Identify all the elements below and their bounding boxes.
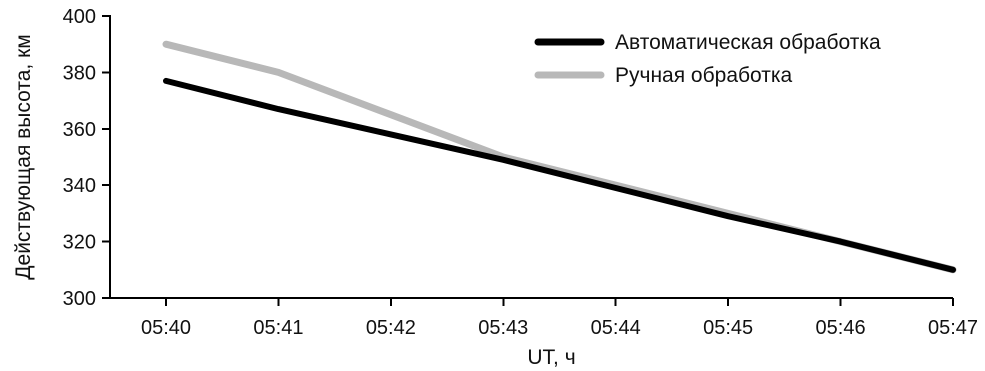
axes: 300 320 340 360 380 400 05:40 05:41 05:42 05:43 05… bbox=[12, 6, 978, 369]
y-axis-title: Действующая высота, км bbox=[12, 34, 35, 279]
y-tick-label: 320 bbox=[63, 232, 96, 254]
x-tick-label: 05:41 bbox=[253, 317, 303, 339]
x-tick-label: 05:46 bbox=[816, 317, 866, 339]
y-tick-label: 380 bbox=[63, 62, 96, 84]
x-tick-label: 05:47 bbox=[928, 317, 978, 339]
x-tick-label: 05:42 bbox=[366, 317, 416, 339]
x-tick-label: 05:45 bbox=[703, 317, 753, 339]
legend: Автоматическая обработка Ручная обработка bbox=[534, 31, 881, 87]
y-tick-label: 300 bbox=[63, 288, 96, 310]
x-axis-title: UT, ч bbox=[527, 346, 575, 369]
y-tick-label: 400 bbox=[63, 6, 96, 28]
x-tick-label: 05:40 bbox=[141, 317, 191, 339]
plot-area bbox=[162, 40, 957, 274]
x-tick-label: 05:44 bbox=[591, 317, 641, 339]
y-tick-label: 340 bbox=[63, 175, 96, 197]
y-tick-label: 360 bbox=[63, 119, 96, 141]
x-tick-label: 05:43 bbox=[478, 317, 528, 339]
series-line-1 bbox=[163, 77, 956, 273]
legend-label-1: Автоматическая обработка bbox=[615, 31, 881, 54]
legend-label-2: Ручная обработка bbox=[615, 64, 793, 87]
